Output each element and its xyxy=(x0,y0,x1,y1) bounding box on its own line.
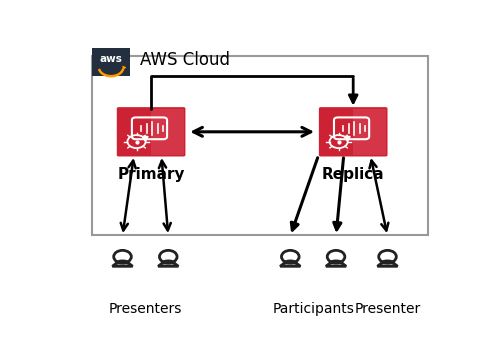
Text: Primary: Primary xyxy=(118,167,185,182)
Bar xyxy=(92,48,130,75)
Text: Presenter: Presenter xyxy=(354,302,421,316)
FancyBboxPatch shape xyxy=(151,109,184,155)
Polygon shape xyxy=(345,136,350,141)
Text: Participants: Participants xyxy=(272,302,354,316)
Text: AWS Cloud: AWS Cloud xyxy=(140,51,230,69)
FancyBboxPatch shape xyxy=(353,109,386,155)
Text: Replica: Replica xyxy=(322,167,385,182)
Text: aws: aws xyxy=(100,54,123,64)
Text: Presenters: Presenters xyxy=(109,302,182,316)
Polygon shape xyxy=(143,136,148,141)
FancyBboxPatch shape xyxy=(117,107,185,157)
FancyBboxPatch shape xyxy=(319,107,388,157)
FancyBboxPatch shape xyxy=(92,57,428,235)
